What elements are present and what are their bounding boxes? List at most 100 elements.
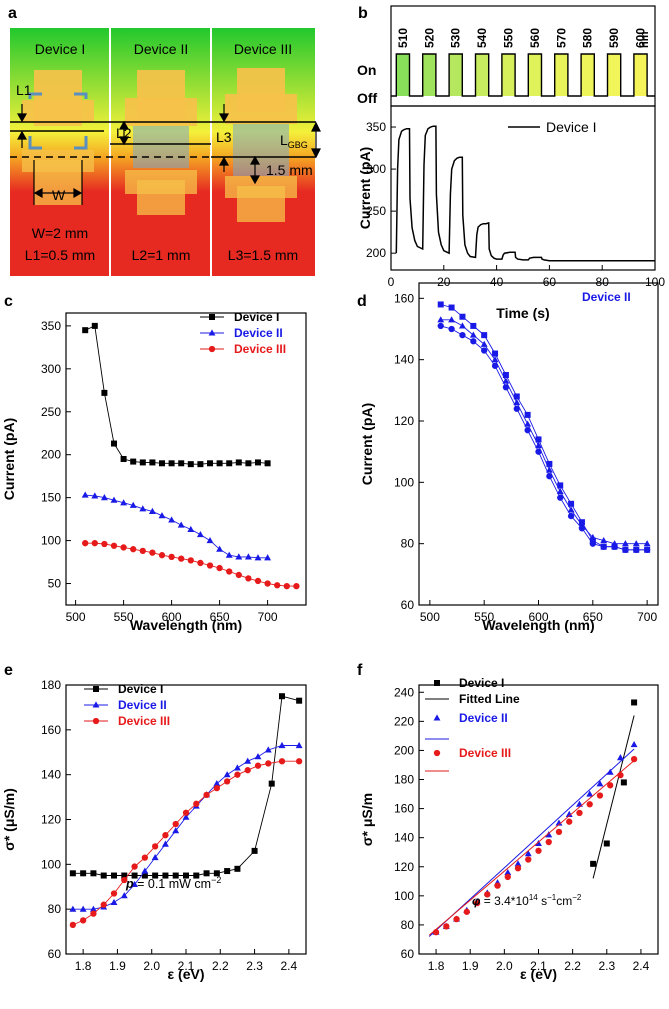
data-point-device-ii [168, 516, 176, 523]
y-tick-label: 200 [394, 743, 414, 757]
legend-label-device-i: Device I [459, 676, 504, 690]
data-point-device-ii [196, 530, 204, 538]
fitted-line-device-iii [428, 760, 635, 936]
data-point-device-i [603, 840, 610, 847]
y-tick-label: 120 [394, 414, 414, 428]
data-point-device-ii [89, 905, 97, 912]
legend-label-device-ii: Device II [234, 326, 283, 340]
series-line-device-iii [85, 542, 297, 587]
data-point-device-ii [151, 854, 159, 861]
data-point-device-ii [158, 512, 166, 519]
legend-label-device-iii: Device III [459, 746, 511, 760]
data-point-device-iii [293, 582, 300, 590]
data-point-device-iii [254, 762, 262, 769]
data-point-device-iii [265, 760, 272, 767]
data-point-device-ii [110, 496, 118, 503]
y-tick-label: 100 [41, 857, 61, 871]
data-point-device-ii [187, 525, 195, 532]
data-point-device-iii [110, 542, 118, 549]
data-point-device-ii [244, 757, 252, 764]
data-point-device-iii [630, 756, 638, 763]
data-point-device-i [251, 847, 258, 854]
data-point-device-iii [283, 582, 290, 590]
l3-arrows [218, 104, 230, 172]
legend-marker [208, 345, 216, 353]
y-tick-label: 300 [366, 162, 386, 176]
data-point-device-iii [245, 575, 252, 582]
data-point-device-iii [254, 577, 262, 585]
legend-label-device-i: Device I [118, 682, 163, 696]
data-point-run-3 [459, 331, 466, 339]
data-point-device-i [159, 460, 165, 467]
data-point-device-iii [274, 582, 281, 589]
data-point-device-iii [91, 540, 98, 547]
data-point-device-ii [616, 754, 624, 761]
x-tick-label: 650 [210, 610, 230, 624]
data-point-run-2 [502, 377, 510, 384]
data-point-run-2 [589, 533, 597, 541]
y-tick-label: 300 [41, 362, 61, 376]
data-point-run-2 [491, 356, 499, 363]
data-point-device-ii [206, 536, 214, 544]
data-point-run-2 [513, 399, 521, 406]
device-iii-electrodes [225, 68, 297, 222]
data-point-device-ii [555, 819, 563, 826]
x-tick-label: 0 [388, 275, 395, 289]
y-tick-label: 60 [48, 947, 62, 961]
legend-marker [209, 314, 215, 320]
y-tick-label: 60 [401, 947, 415, 961]
data-point-device-i [226, 460, 233, 467]
data-point-run-3 [567, 512, 575, 520]
series-device-iii [69, 758, 303, 929]
data-point-device-i [296, 697, 303, 704]
data-point-device-iii [69, 921, 77, 929]
x-tick-label: 600 [162, 610, 182, 624]
x-tick-label: 2.4 [281, 959, 298, 973]
data-point-run-3 [622, 546, 629, 553]
data-point-device-i [69, 870, 76, 877]
data-point-run-2 [535, 441, 542, 449]
x-tick-label: 40 [490, 275, 504, 289]
data-point-device-iii [494, 882, 501, 889]
data-point-device-ii [177, 521, 185, 528]
data-point-run-3 [611, 543, 618, 550]
data-point-device-ii [514, 860, 522, 867]
gap-arrow [249, 155, 261, 185]
x-tick-label: 1.9 [109, 959, 126, 973]
legend-marker [434, 680, 440, 686]
data-point-run-1 [492, 350, 499, 357]
legend-marker [92, 717, 100, 725]
device-ii-title: Device II [134, 41, 188, 57]
data-point-run-3 [513, 405, 520, 412]
panel-b-time-response: b On Off 510 520 530 540 550 560 570 580 590 600 … [357, 5, 665, 321]
data-point-device-i [235, 459, 242, 466]
y-tick-label: 200 [41, 448, 61, 462]
pulse-fill [449, 54, 463, 96]
data-point-device-iii [514, 865, 522, 872]
data-point-device-i [121, 872, 128, 879]
data-point-run-3 [633, 546, 640, 553]
x-tick-label: 2.0 [496, 959, 513, 973]
data-point-run-2 [480, 340, 488, 347]
data-point-device-ii [69, 905, 77, 912]
x-tick-label: 700 [258, 610, 278, 624]
data-point-run-1 [568, 500, 575, 507]
data-point-device-ii [182, 813, 190, 820]
data-point-device-ii [79, 905, 87, 912]
data-point-run-1 [459, 313, 466, 320]
data-point-device-iii [432, 929, 440, 936]
data-point-device-iii [213, 784, 221, 792]
data-point-run-1 [437, 301, 444, 308]
y-axis-label: Current (pA) [357, 147, 373, 229]
data-point-device-i [207, 460, 213, 467]
data-point-device-iii [172, 820, 179, 828]
x-tick-label: 650 [583, 610, 603, 624]
x-axis-label: Time (s) [496, 305, 549, 321]
data-point-device-iii [131, 863, 138, 870]
data-point-device-iii [120, 544, 127, 551]
data-point-device-i [149, 459, 156, 466]
data-point-device-iii [586, 801, 593, 808]
photon-flux-note: φ = 3.4*1014 s−1cm−2 [472, 893, 582, 908]
data-point-device-iii [535, 847, 542, 854]
